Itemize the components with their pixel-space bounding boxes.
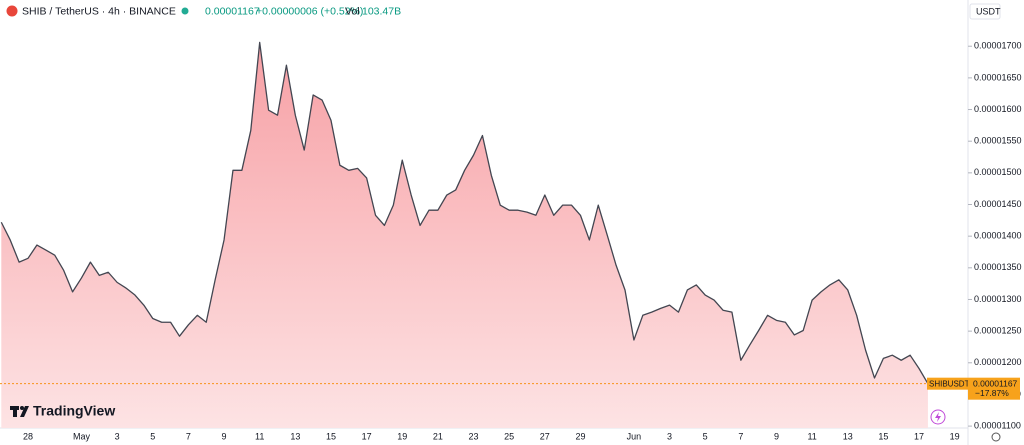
x-tick-label: 3: [667, 431, 672, 441]
x-tick-label: 21: [433, 431, 443, 441]
y-tick-label: 0.00001250: [974, 326, 1022, 336]
plot-area: [0, 41, 968, 429]
x-tick-label: 19: [397, 431, 407, 441]
x-tick-label: 11: [255, 431, 264, 441]
header-price: 0.00001167: [205, 5, 260, 17]
y-tick-label: 0.00001350: [974, 262, 1022, 272]
y-tick-label: 0.00001100: [974, 420, 1021, 430]
price-line: [0, 41, 929, 385]
settings-icon[interactable]: [991, 432, 1001, 442]
x-tick-label: May: [73, 431, 91, 441]
x-tick-label: Jun: [627, 431, 642, 441]
x-tick-label: 27: [540, 431, 550, 441]
x-tick-label: 15: [326, 431, 336, 441]
price-tag-value: 0.00001167: [973, 378, 1018, 388]
x-tick-label: 23: [469, 431, 479, 441]
x-tick-label: 13: [290, 431, 300, 441]
volume-label: Vol: [345, 5, 360, 17]
y-tick-label: 0.00001600: [974, 104, 1022, 114]
symbol-tag-label: SHIBUSDT: [929, 379, 970, 388]
x-tick-label: 7: [738, 431, 743, 441]
logo: TradingView: [10, 403, 115, 419]
x-tick-label: 28: [23, 431, 33, 441]
y-tick-label: 0.00001400: [974, 231, 1022, 241]
y-tick-label: 0.00001300: [974, 294, 1022, 304]
symbol-tag: [927, 377, 968, 390]
price-tag-change: −17.87%: [975, 388, 1009, 398]
x-tick-label: 15: [878, 431, 888, 441]
x-tick-label: 13: [843, 431, 853, 441]
y-tick-label: 0.00001650: [974, 72, 1022, 82]
y-tick-label: 0.00001550: [974, 136, 1022, 146]
currency-button[interactable]: [969, 3, 1001, 20]
x-tick-label: 17: [914, 431, 924, 441]
x-tick-label: 29: [575, 431, 585, 441]
status-dot: [181, 7, 189, 15]
y-tick-label: 0.00001500: [974, 167, 1022, 177]
x-tick-label: 5: [150, 431, 155, 441]
symbol-title: SHIB / TetherUS · 4h · BINANCE: [22, 5, 176, 17]
logo-text: TradingView: [33, 403, 115, 419]
x-tick-label: 11: [807, 431, 816, 441]
x-tick-label: 3: [115, 431, 120, 441]
price-tag: [968, 377, 1020, 400]
y-tick-label: 0.00001700: [974, 41, 1022, 51]
volume-value: 103.47B: [362, 5, 401, 17]
x-tick-label: 25: [504, 431, 514, 441]
y-tick-label: 0.00001200: [974, 357, 1022, 367]
x-tick-label: 19: [950, 431, 960, 441]
x-tick-label: 9: [774, 431, 779, 441]
alert-glyph: [935, 412, 941, 422]
x-tick-label: 7: [186, 431, 191, 441]
symbol-icon: [6, 5, 18, 17]
x-tick-label: 5: [703, 431, 708, 441]
x-tick-label: 17: [362, 431, 372, 441]
x-tick-label: 9: [222, 431, 227, 441]
y-tick-label: 0.00001450: [974, 199, 1022, 209]
currency-label[interactable]: USDT: [976, 6, 1001, 16]
header-change: +0.00000006 (+0.52%): [256, 5, 363, 17]
area-fill: [1, 42, 928, 429]
